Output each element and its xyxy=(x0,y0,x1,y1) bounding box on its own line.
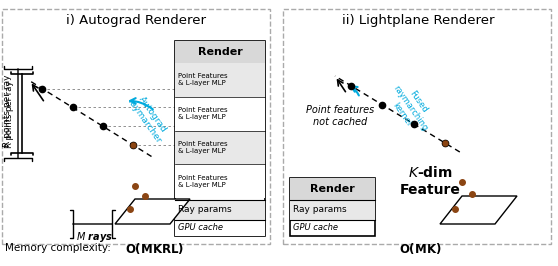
FancyBboxPatch shape xyxy=(290,178,375,236)
FancyBboxPatch shape xyxy=(290,200,375,220)
Text: R points per ray: R points per ray xyxy=(3,75,12,147)
FancyBboxPatch shape xyxy=(175,41,265,236)
FancyBboxPatch shape xyxy=(175,220,265,236)
Text: $M$ rays: $M$ rays xyxy=(76,230,113,244)
Text: Autograd
raymarcher: Autograd raymarcher xyxy=(125,91,171,145)
Text: $\mathbf{O(MK)}$: $\mathbf{O(MK)}$ xyxy=(399,240,441,256)
Text: Point features
not cached: Point features not cached xyxy=(306,105,374,127)
Polygon shape xyxy=(115,199,190,224)
FancyBboxPatch shape xyxy=(290,178,375,200)
Text: Point Features
& L-layer MLP: Point Features & L-layer MLP xyxy=(178,107,228,120)
Text: Point Features
& L-layer MLP: Point Features & L-layer MLP xyxy=(178,174,228,188)
Text: Render: Render xyxy=(310,184,355,194)
FancyBboxPatch shape xyxy=(175,63,265,97)
Text: Ray params: Ray params xyxy=(293,206,347,214)
Text: $K$-dim
Feature: $K$-dim Feature xyxy=(400,165,460,197)
Text: i) Autograd Renderer: i) Autograd Renderer xyxy=(66,14,206,27)
Text: GPU cache: GPU cache xyxy=(293,223,338,232)
Text: Render: Render xyxy=(198,47,242,57)
Text: Point Features
& L-layer MLP: Point Features & L-layer MLP xyxy=(178,73,228,86)
FancyBboxPatch shape xyxy=(175,131,265,164)
FancyBboxPatch shape xyxy=(175,41,265,63)
Text: ii) Lightplane Renderer: ii) Lightplane Renderer xyxy=(341,14,494,27)
Text: Fused
raymarching
kernel: Fused raymarching kernel xyxy=(382,78,437,138)
FancyBboxPatch shape xyxy=(175,200,265,220)
FancyBboxPatch shape xyxy=(175,164,265,198)
Text: R points per ray: R points per ray xyxy=(6,80,15,148)
Text: Point Features
& L-layer MLP: Point Features & L-layer MLP xyxy=(178,141,228,154)
Text: GPU cache: GPU cache xyxy=(178,223,223,232)
Text: $\mathbf{O(MKRL)}$: $\mathbf{O(MKRL)}$ xyxy=(126,240,185,256)
FancyBboxPatch shape xyxy=(175,97,265,131)
Polygon shape xyxy=(440,196,517,224)
Text: Memory complexity:: Memory complexity: xyxy=(5,243,111,253)
Text: Ray params: Ray params xyxy=(178,206,232,214)
